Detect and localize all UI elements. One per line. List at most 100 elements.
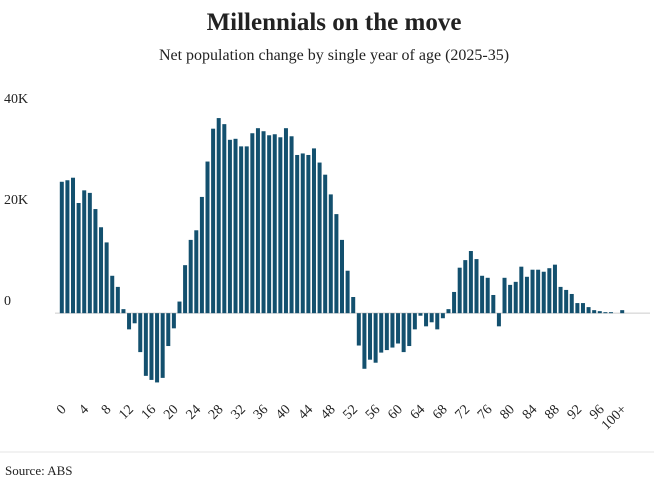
bar — [216, 118, 221, 314]
bar — [278, 137, 283, 314]
bar — [323, 174, 328, 314]
bar — [564, 289, 569, 314]
x-tick-label: 20 — [161, 402, 182, 423]
bar — [424, 313, 429, 327]
bar — [261, 131, 266, 314]
bar — [138, 313, 143, 353]
bar — [485, 277, 490, 314]
x-tick-label: 68 — [430, 402, 451, 423]
bar — [390, 313, 395, 348]
bar — [87, 192, 92, 314]
bar — [575, 303, 580, 314]
bar — [608, 312, 613, 314]
x-tick-label: 80 — [497, 402, 518, 423]
x-tick-label: 32 — [228, 402, 249, 423]
bar — [250, 133, 255, 314]
bar — [356, 313, 361, 346]
bar — [552, 264, 557, 314]
bar — [199, 196, 204, 314]
bar — [580, 303, 585, 314]
x-tick-label: 72 — [453, 402, 474, 423]
bar — [530, 269, 535, 314]
bar — [227, 139, 232, 314]
x-tick-label: 64 — [408, 402, 429, 423]
bar — [177, 301, 182, 314]
bar — [384, 313, 389, 351]
x-tick-label: 84 — [520, 402, 541, 423]
bar — [480, 275, 485, 314]
bar — [558, 286, 563, 314]
y-tick-label: 0 — [4, 294, 11, 309]
y-tick-label: 20K — [4, 193, 28, 208]
bar — [143, 313, 148, 376]
bar — [508, 284, 513, 314]
chart-title: Millennials on the move — [207, 9, 462, 36]
bar — [267, 135, 272, 314]
bar — [160, 313, 165, 378]
x-tick-label: 12 — [116, 402, 137, 423]
x-tick-label: 60 — [385, 402, 406, 423]
bar — [373, 313, 378, 363]
bar — [149, 313, 154, 380]
bar — [71, 177, 76, 314]
bar — [334, 214, 339, 314]
bar — [603, 312, 608, 314]
bar — [620, 310, 625, 314]
bar — [93, 209, 98, 314]
bar — [283, 128, 288, 314]
bar — [104, 242, 109, 314]
x-tick-label: 16 — [139, 402, 160, 423]
bar — [597, 311, 602, 314]
bar — [401, 313, 406, 353]
x-tick-label: 76 — [475, 402, 496, 423]
source: Source: ABS — [5, 463, 73, 478]
bar — [429, 313, 434, 323]
bar — [328, 194, 333, 314]
bar — [452, 291, 457, 314]
y-tick-label: 40K — [4, 92, 28, 107]
bar — [132, 313, 137, 324]
bar — [306, 154, 311, 314]
bar — [255, 128, 260, 314]
bar — [82, 190, 87, 314]
x-tick-label: 56 — [363, 402, 384, 423]
bar — [65, 180, 70, 314]
x-tick-label: 88 — [542, 402, 563, 423]
bar — [183, 265, 188, 314]
chart-subtitle: Net population change by single year of … — [159, 47, 509, 64]
x-tick-label: 28 — [206, 402, 227, 423]
x-tick-label: 48 — [318, 402, 339, 423]
bar — [368, 313, 373, 360]
bar — [244, 146, 249, 314]
x-tick-label: 8 — [99, 402, 115, 418]
bar — [418, 313, 423, 316]
bar — [457, 267, 462, 314]
bar — [121, 309, 126, 314]
bar — [239, 146, 244, 314]
x-tick-label: 40 — [273, 402, 294, 423]
bar — [536, 269, 541, 314]
bar — [205, 161, 210, 314]
bar — [188, 239, 193, 314]
bar — [127, 313, 132, 330]
bar — [311, 148, 316, 314]
bar — [166, 313, 171, 347]
bar — [110, 275, 115, 314]
bar — [491, 294, 496, 314]
bar — [194, 230, 199, 314]
bar — [155, 313, 160, 383]
x-tick-label: 24 — [184, 402, 205, 423]
bar — [171, 313, 176, 329]
bar — [295, 154, 300, 314]
bar — [474, 259, 479, 314]
bar — [300, 153, 305, 314]
bar — [340, 239, 344, 314]
bar — [317, 162, 322, 314]
bar — [412, 313, 417, 330]
bar — [407, 313, 412, 347]
x-tick-label: 52 — [341, 402, 362, 423]
bar — [379, 313, 384, 353]
bar — [435, 313, 440, 330]
